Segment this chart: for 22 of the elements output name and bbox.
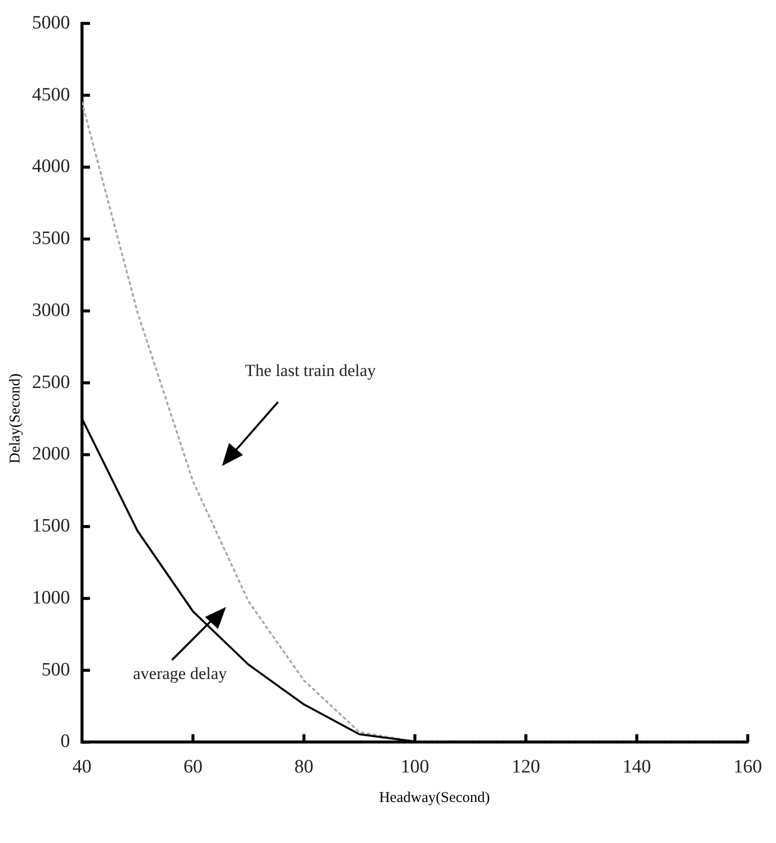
x-tick-label: 100: [400, 756, 430, 778]
x-tick-label: 80: [294, 756, 314, 778]
x-tick-label: 160: [734, 756, 762, 778]
x-tick-label: 60: [183, 756, 202, 778]
x-tick-label: 140: [622, 756, 652, 778]
y-tick-label: 1500: [32, 516, 70, 537]
y-tick-label: 4500: [32, 84, 70, 106]
y-tick-label: 0: [60, 731, 70, 752]
y-axis-title: Delay(Second): [8, 372, 24, 466]
y-tick-label: 3500: [32, 228, 70, 250]
annotation: average delay: [133, 664, 227, 684]
y-tick-label: 1000: [32, 587, 70, 608]
y-tick-label: 2500: [32, 372, 70, 393]
y-tick-label: 3000: [32, 300, 70, 321]
y-tick-label: 2000: [32, 444, 70, 465]
annotation: The last train delay: [245, 361, 376, 381]
y-tick-label: 500: [42, 659, 70, 680]
x-tick-label: 40: [72, 756, 92, 778]
y-tick-label: 5000: [32, 12, 70, 34]
y-tick-label: 4000: [32, 156, 70, 178]
x-axis-title: Headway(Second): [378, 790, 491, 807]
x-tick-label: 120: [512, 756, 540, 778]
